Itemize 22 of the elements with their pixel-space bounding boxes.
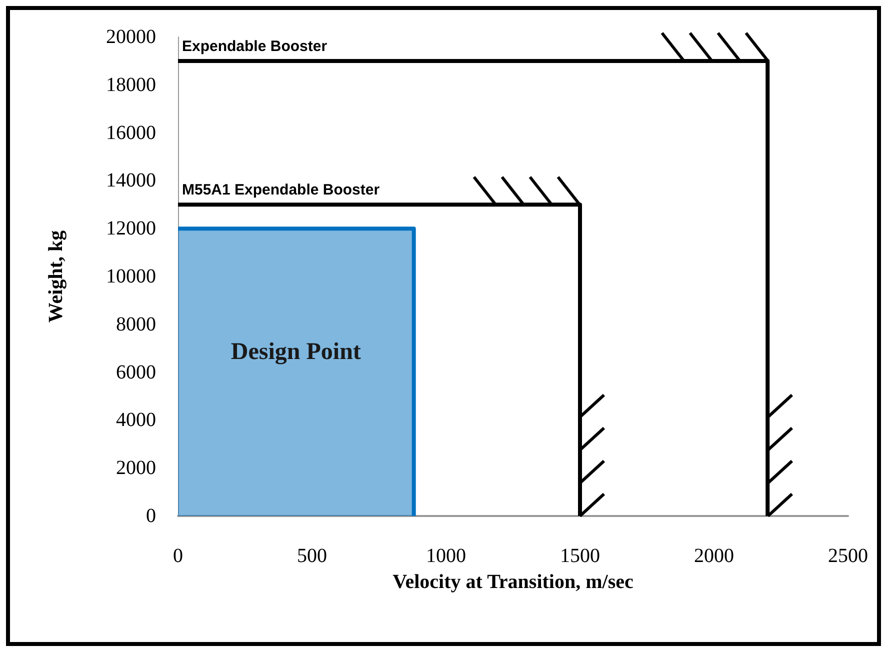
x-tick-label: 1500 xyxy=(560,545,600,567)
y-tick-label: 10000 xyxy=(106,266,156,288)
x-tick-label: 0 xyxy=(173,545,183,567)
y-tick-label: 6000 xyxy=(116,361,156,384)
x-tick-label: 500 xyxy=(297,545,327,567)
y-tick-label: 2000 xyxy=(116,457,156,480)
x-tick-label: 1000 xyxy=(426,545,466,567)
series-label: M55A1 Expendable Booster xyxy=(182,182,380,199)
y-tick-label: 8000 xyxy=(116,313,156,336)
y-axis-title: Weight, kg xyxy=(45,230,67,323)
y-tick-label: 14000 xyxy=(106,170,156,192)
y-tick-label: 4000 xyxy=(116,409,156,432)
x-axis-title: Velocity at Transition, m/sec xyxy=(392,571,634,593)
y-tick-label: 16000 xyxy=(106,122,156,144)
y-tick-label: 18000 xyxy=(106,74,156,96)
x-tick-label: 2000 xyxy=(694,545,734,567)
series-label: Expendable Booster xyxy=(182,38,328,55)
annotation: Design Point xyxy=(230,339,361,366)
y-tick-label: 12000 xyxy=(106,218,156,240)
y-tick-label: 20000 xyxy=(106,26,156,48)
x-tick-label: 2500 xyxy=(828,545,868,567)
y-tick-label: 0 xyxy=(146,505,156,527)
